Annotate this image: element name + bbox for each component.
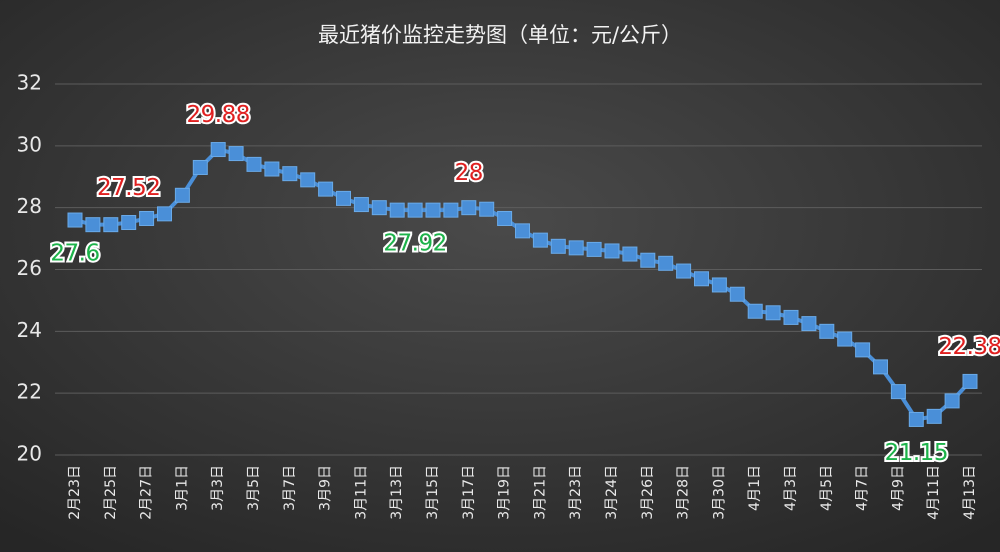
point-marker: [747, 303, 763, 319]
point-marker: [783, 309, 799, 325]
x-tick-label: 4月5日: [819, 465, 835, 511]
y-tick-label: 20: [17, 442, 42, 466]
y-tick-label: 32: [17, 71, 42, 95]
data-label: 27.92: [383, 231, 446, 257]
point-marker: [443, 202, 459, 218]
point-marker: [765, 305, 781, 321]
chart-title: 最近猪价监控走势图（单位：元/公斤）: [318, 23, 682, 47]
y-tick-label: 22: [17, 380, 42, 404]
point-marker: [890, 384, 906, 400]
point-marker: [604, 243, 620, 259]
point-marker: [944, 393, 960, 409]
x-tick-label: 3月11日: [353, 465, 369, 520]
x-tick-label: 3月26日: [640, 465, 656, 520]
point-marker: [174, 187, 190, 203]
point-marker: [157, 206, 172, 222]
point-marker: [407, 202, 423, 218]
x-tick-label: 3月21日: [532, 465, 548, 520]
point-marker: [336, 190, 351, 206]
point-marker: [139, 210, 155, 226]
point-marker: [926, 408, 942, 424]
point-marker: [425, 202, 441, 218]
data-label: 28: [455, 160, 483, 186]
point-marker: [85, 217, 101, 233]
point-marker: [586, 241, 602, 257]
data-label: 22.38: [938, 334, 1000, 360]
x-tick-label: 3月15日: [425, 465, 441, 520]
x-tick-label: 3月13日: [389, 465, 405, 520]
point-marker: [694, 271, 709, 287]
point-marker: [228, 146, 244, 162]
x-tick-label: 4月1日: [747, 465, 763, 511]
point-marker: [855, 342, 871, 358]
x-tick-label: 4月3日: [783, 465, 799, 511]
x-tick-label: 3月24日: [604, 465, 620, 520]
point-marker: [729, 286, 745, 302]
point-marker: [371, 200, 387, 216]
point-marker: [389, 202, 405, 218]
point-marker: [479, 201, 495, 217]
data-label: 27.6: [50, 241, 99, 267]
data-label: 29.88: [187, 102, 250, 128]
x-tick-label: 4月7日: [855, 465, 871, 511]
x-tick-label: 3月3日: [210, 465, 226, 511]
point-marker: [550, 238, 566, 254]
point-marker: [908, 411, 924, 427]
point-marker: [282, 166, 298, 182]
point-marker: [658, 255, 674, 271]
point-marker: [515, 223, 530, 239]
x-tick-label: 4月11日: [926, 465, 942, 520]
x-tick-label: 3月28日: [676, 465, 692, 520]
point-marker: [873, 359, 888, 375]
y-tick-label: 24: [17, 318, 42, 342]
point-marker: [962, 373, 978, 389]
point-marker: [532, 232, 548, 248]
point-marker: [837, 331, 853, 347]
point-marker: [819, 323, 835, 339]
point-marker: [318, 181, 334, 197]
point-marker: [210, 142, 226, 158]
x-tick-label: 2月27日: [139, 465, 155, 520]
point-marker: [801, 316, 817, 332]
data-label: 27.52: [97, 175, 160, 201]
point-marker: [67, 212, 83, 228]
point-marker: [461, 200, 477, 216]
point-marker: [246, 156, 262, 172]
x-tick-label: 4月9日: [890, 465, 906, 511]
data-label: 21.15: [885, 440, 948, 466]
x-tick-label: 3月7日: [282, 465, 298, 511]
x-tick-label: 2月23日: [67, 465, 83, 520]
x-tick-label: 4月13日: [962, 465, 978, 520]
point-marker: [497, 210, 513, 226]
point-marker: [676, 263, 692, 279]
y-tick-label: 26: [17, 256, 42, 280]
x-tick-label: 3月19日: [497, 465, 513, 520]
point-marker: [711, 277, 727, 293]
x-tick-label: 3月9日: [318, 465, 334, 511]
y-tick-label: 28: [17, 194, 42, 218]
x-tick-label: 3月17日: [461, 465, 477, 520]
point-marker: [121, 215, 137, 231]
x-tick-label: 3月30日: [711, 465, 727, 520]
x-tick-label: 3月23日: [568, 465, 584, 520]
y-tick-label: 30: [17, 132, 42, 156]
point-marker: [568, 240, 584, 256]
x-tick-label: 3月5日: [246, 465, 262, 511]
point-marker: [264, 161, 280, 177]
point-marker: [640, 252, 656, 268]
point-marker: [353, 197, 369, 213]
point-marker: [300, 172, 316, 188]
x-tick-label: 3月1日: [174, 465, 190, 511]
point-marker: [192, 159, 208, 175]
point-marker: [622, 246, 638, 262]
point-marker: [103, 217, 119, 233]
x-tick-label: 2月25日: [103, 465, 119, 520]
